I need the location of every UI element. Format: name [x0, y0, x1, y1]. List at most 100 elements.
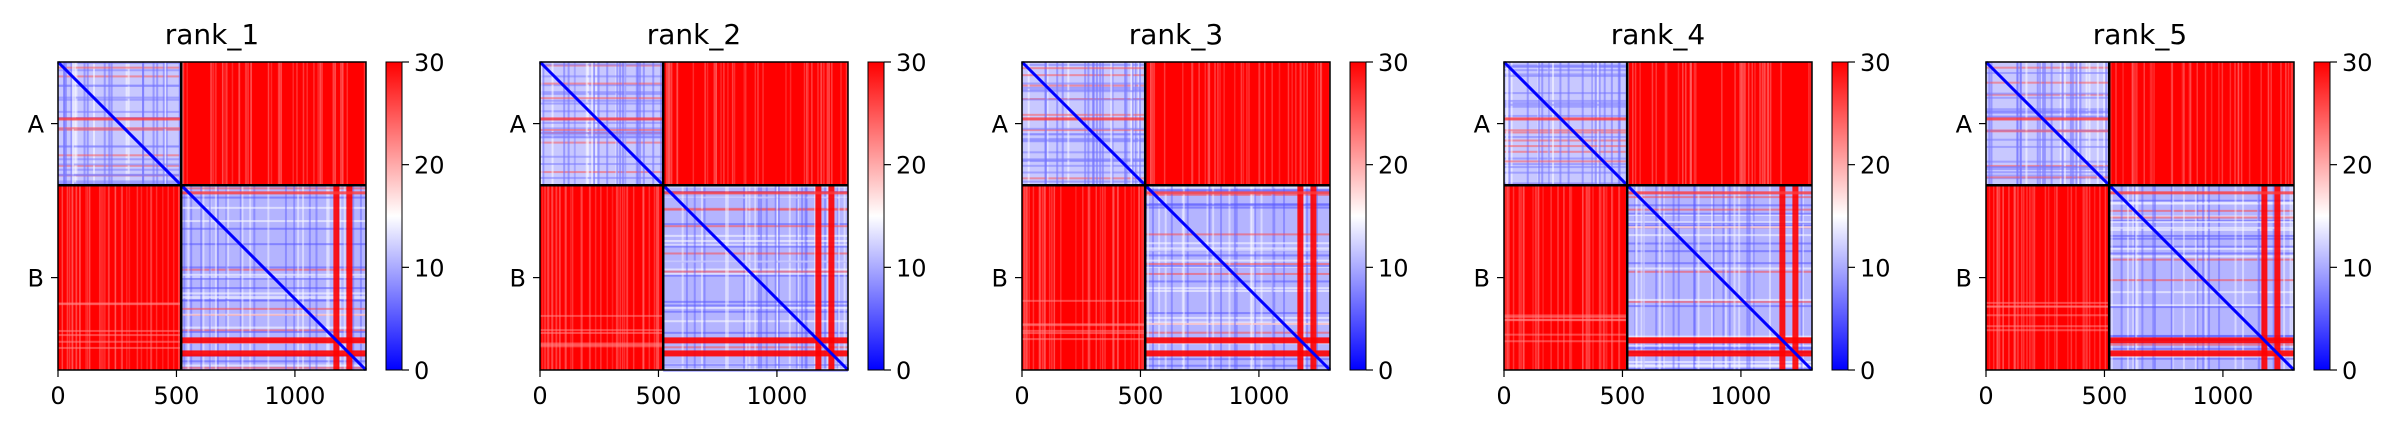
texture-stripe	[224, 62, 226, 186]
block-b-stripe	[267, 185, 270, 370]
block-b-stripe	[181, 326, 366, 329]
block-b-stripe	[1627, 335, 1812, 338]
texture-stripe	[244, 62, 247, 186]
texture-stripe	[1695, 62, 1697, 186]
texture-stripe	[1022, 329, 1146, 332]
texture-stripe	[580, 185, 582, 370]
block-a-stripe	[58, 127, 182, 130]
block-a-stripe	[58, 110, 182, 113]
block-b-stripe	[1627, 196, 1812, 199]
texture-stripe	[785, 62, 787, 186]
block-a-stripe	[1138, 62, 1141, 186]
texture-stripe	[1741, 62, 1743, 186]
block-b-stripe	[1662, 185, 1665, 370]
texture-stripe	[621, 185, 624, 370]
texture-stripe	[1140, 185, 1143, 370]
block-a-stripe	[58, 62, 182, 65]
texture-stripe	[789, 62, 792, 186]
texture-stripe	[715, 62, 717, 186]
texture-stripe	[2221, 62, 2224, 186]
block-a-stripe	[1101, 62, 1104, 186]
block-b-stripe	[249, 185, 252, 370]
block-b-stripe	[1627, 364, 1812, 367]
block-a-stripe	[1610, 62, 1613, 186]
texture-stripe	[2067, 185, 2069, 370]
texture-stripe	[1986, 301, 2110, 304]
texture-stripe	[1721, 62, 1723, 186]
texture-stripe	[541, 185, 544, 370]
block-a-stripe	[58, 84, 182, 87]
block-b-stripe	[776, 185, 779, 370]
texture-stripe	[1639, 62, 1641, 186]
x-tick-label: 1000	[2192, 382, 2253, 410]
block-a-stripe	[1504, 65, 1628, 68]
block-b-stripe	[2109, 252, 2294, 255]
block-b-red-band	[1145, 191, 1330, 195]
texture-stripe	[648, 185, 651, 370]
texture-stripe	[172, 185, 175, 370]
block-a-stripe	[58, 75, 182, 78]
texture-stripe	[555, 185, 557, 370]
block-b-stripe	[326, 185, 329, 370]
texture-stripe	[2196, 62, 2199, 186]
block-b-stripe	[343, 185, 346, 370]
texture-stripe	[98, 185, 101, 370]
block-a-stripe	[540, 176, 664, 179]
block-b-stripe	[1627, 212, 1812, 215]
texture-stripe	[363, 62, 366, 186]
block-a-stripe	[1022, 63, 1146, 66]
texture-stripe	[1060, 185, 1062, 370]
block-b-stripe	[801, 185, 804, 370]
block-a-stripe	[1988, 62, 1991, 186]
texture-stripe	[1043, 185, 1046, 370]
block-b-stripe	[1627, 300, 1812, 303]
block-b-stripe	[663, 252, 848, 255]
block-b-stripe	[1233, 185, 1236, 370]
heatmap-panel-1: rank_1 A B 0 500 1000 0 10 20 30	[28, 18, 445, 410]
block-b-stripe	[1145, 290, 1330, 293]
texture-stripe	[1997, 185, 1999, 370]
texture-stripe	[340, 62, 342, 186]
block-b-stripe	[2141, 185, 2144, 370]
block-a-stripe	[63, 62, 66, 186]
block-b-stripe	[2109, 226, 2294, 229]
block-a-stripe	[1099, 62, 1102, 186]
block-a-stripe	[1504, 163, 1628, 166]
block-b-stripe	[2109, 255, 2294, 258]
texture-stripe	[733, 62, 736, 186]
block-b-stripe	[693, 185, 696, 370]
block-b-stripe	[190, 185, 193, 370]
texture-stripe	[744, 62, 747, 186]
texture-stripe	[1992, 185, 1995, 370]
block-a-stripe	[540, 102, 664, 105]
block-a-stripe	[1986, 110, 2110, 113]
texture-stripe	[1130, 185, 1133, 370]
texture-stripe	[58, 303, 182, 306]
texture-stripe	[1314, 62, 1317, 186]
block-b-stripe	[681, 185, 684, 370]
texture-stripe	[1295, 62, 1297, 186]
block-a-stripe	[1134, 62, 1137, 186]
block-a-stripe	[58, 128, 182, 131]
texture-stripe	[1610, 185, 1613, 370]
texture-stripe	[731, 62, 734, 186]
intra-chain-block-a	[1502, 60, 1630, 187]
texture-stripe	[807, 62, 809, 186]
texture-stripe	[267, 62, 270, 186]
block-a-stripe	[1559, 62, 1562, 186]
texture-stripe	[1689, 62, 1691, 186]
block-b-stripe	[1642, 185, 1645, 370]
block-b-stripe	[1627, 208, 1812, 211]
texture-stripe	[1611, 185, 1614, 370]
texture-stripe	[2002, 185, 2005, 370]
texture-stripe	[1025, 185, 1027, 370]
block-b-stripe	[774, 185, 777, 370]
texture-stripe	[1102, 185, 1104, 370]
block-b-stripe	[663, 346, 848, 349]
block-b-stripe	[1145, 331, 1330, 334]
block-b-stripe	[1145, 364, 1330, 367]
block-a-stripe	[540, 62, 543, 186]
y-tick-label: A	[510, 111, 527, 139]
block-b-stripe	[1693, 185, 1696, 370]
texture-stripe	[670, 62, 673, 186]
